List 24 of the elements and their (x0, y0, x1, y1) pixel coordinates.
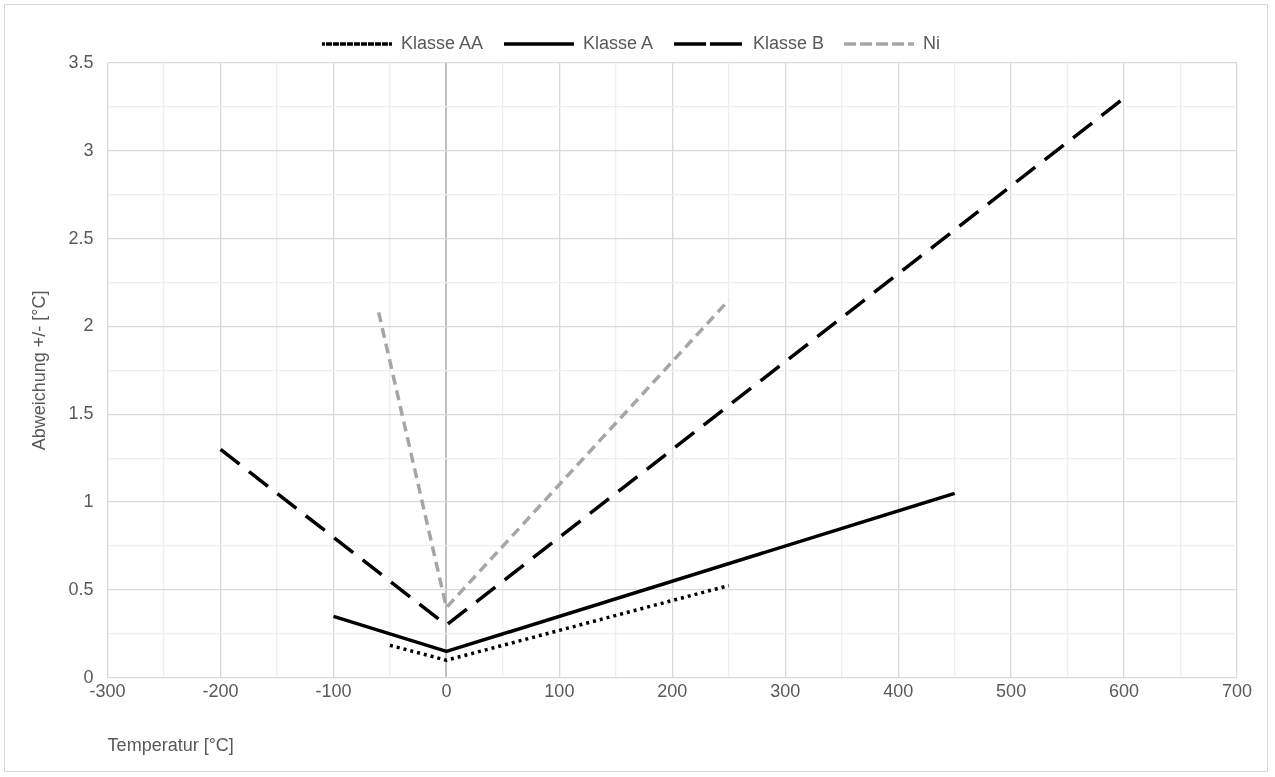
legend-label: Ni (923, 32, 941, 53)
y-tick-label: 0 (83, 666, 94, 687)
legend-label: Klasse AA (400, 32, 483, 53)
x-tick-label: 600 (1109, 680, 1140, 701)
legend-label: Klasse A (582, 32, 654, 53)
y-tick-label: 3 (83, 139, 94, 160)
x-tick-label: 200 (657, 680, 688, 701)
legend-label: Klasse B (753, 32, 825, 53)
x-tick-label: -100 (315, 680, 352, 701)
y-tick-label: 2 (83, 315, 94, 336)
x-tick-label: 0 (441, 680, 452, 701)
x-tick-label: 700 (1221, 680, 1253, 701)
x-tick-label: 100 (544, 680, 575, 701)
y-axis-title: Abweichung +/- [°C] (28, 290, 49, 451)
y-tick-label: 1 (83, 491, 94, 512)
x-tick-label: 400 (883, 680, 914, 701)
x-tick-label: 300 (770, 680, 801, 701)
y-tick-label: 0.5 (68, 578, 94, 599)
x-axis-title: Temperatur [°C] (107, 735, 234, 756)
y-tick-label: 3.5 (68, 51, 94, 72)
x-tick-label: 500 (996, 680, 1027, 701)
y-tick-label: 1.5 (68, 403, 94, 424)
x-tick-label: -200 (202, 680, 239, 701)
y-tick-label: 2.5 (68, 227, 94, 248)
